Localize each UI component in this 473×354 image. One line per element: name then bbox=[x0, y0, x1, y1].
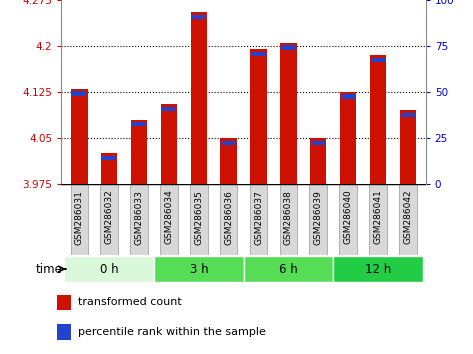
Bar bbox=[71, 89, 88, 184]
Text: GSM286037: GSM286037 bbox=[254, 190, 263, 245]
Text: 6 h: 6 h bbox=[279, 263, 298, 275]
FancyBboxPatch shape bbox=[369, 184, 387, 255]
Text: GSM286031: GSM286031 bbox=[75, 190, 84, 245]
Text: GSM286042: GSM286042 bbox=[403, 190, 412, 244]
Bar bbox=[191, 12, 207, 184]
Text: GSM286040: GSM286040 bbox=[343, 190, 352, 245]
Bar bbox=[340, 92, 356, 184]
Bar bbox=[161, 104, 177, 184]
FancyBboxPatch shape bbox=[244, 256, 333, 282]
Text: 3 h: 3 h bbox=[190, 263, 208, 275]
Text: GSM286035: GSM286035 bbox=[194, 190, 203, 245]
FancyBboxPatch shape bbox=[399, 184, 417, 255]
Bar bbox=[102, 156, 116, 160]
FancyBboxPatch shape bbox=[190, 184, 208, 255]
Bar bbox=[222, 141, 236, 145]
FancyBboxPatch shape bbox=[100, 184, 118, 255]
Text: GSM286041: GSM286041 bbox=[374, 190, 383, 245]
Bar bbox=[192, 15, 206, 19]
FancyBboxPatch shape bbox=[64, 256, 154, 282]
Bar bbox=[162, 107, 176, 111]
Bar bbox=[132, 122, 146, 126]
Text: GSM286032: GSM286032 bbox=[105, 190, 114, 245]
Bar bbox=[280, 43, 297, 184]
Text: GSM286039: GSM286039 bbox=[314, 190, 323, 245]
Text: GSM286036: GSM286036 bbox=[224, 190, 233, 245]
Bar bbox=[281, 45, 295, 50]
Bar bbox=[400, 110, 416, 184]
Bar bbox=[101, 153, 117, 184]
Bar bbox=[371, 58, 385, 62]
Bar bbox=[57, 295, 71, 310]
Bar bbox=[310, 138, 326, 184]
FancyBboxPatch shape bbox=[154, 256, 244, 282]
Text: GSM286034: GSM286034 bbox=[165, 190, 174, 245]
Bar bbox=[220, 138, 237, 184]
FancyBboxPatch shape bbox=[130, 184, 148, 255]
Bar bbox=[250, 49, 267, 184]
FancyBboxPatch shape bbox=[280, 184, 297, 255]
Bar bbox=[311, 141, 325, 145]
FancyBboxPatch shape bbox=[70, 184, 88, 255]
Text: percentile rank within the sample: percentile rank within the sample bbox=[78, 327, 266, 337]
Bar bbox=[57, 324, 71, 340]
Bar bbox=[72, 91, 87, 96]
Text: GSM286038: GSM286038 bbox=[284, 190, 293, 245]
FancyBboxPatch shape bbox=[333, 256, 423, 282]
Text: GSM286033: GSM286033 bbox=[135, 190, 144, 245]
Bar bbox=[131, 120, 147, 184]
Text: time: time bbox=[36, 263, 63, 275]
FancyBboxPatch shape bbox=[160, 184, 178, 255]
Text: 0 h: 0 h bbox=[100, 263, 119, 275]
FancyBboxPatch shape bbox=[339, 184, 357, 255]
Text: 12 h: 12 h bbox=[365, 263, 391, 275]
FancyBboxPatch shape bbox=[250, 184, 267, 255]
Bar bbox=[401, 113, 415, 117]
Bar bbox=[341, 95, 355, 99]
Text: transformed count: transformed count bbox=[78, 297, 182, 307]
FancyBboxPatch shape bbox=[220, 184, 237, 255]
Bar bbox=[370, 55, 386, 184]
Bar bbox=[252, 52, 265, 56]
FancyBboxPatch shape bbox=[309, 184, 327, 255]
